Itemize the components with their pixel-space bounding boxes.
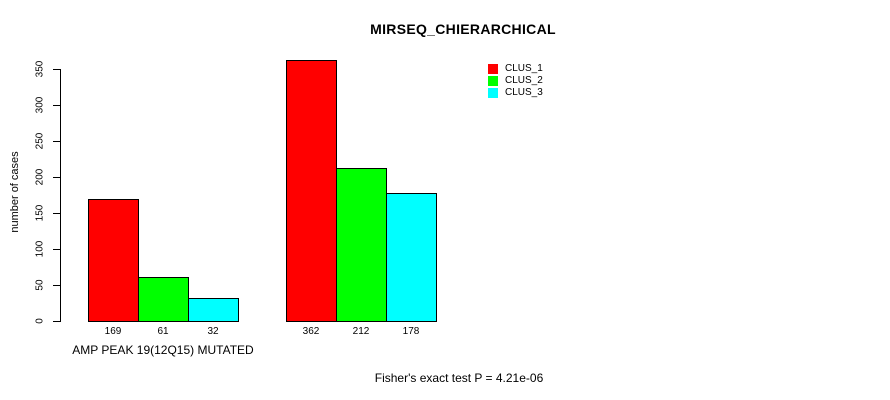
bar-clus_3-group2 [386,193,437,322]
y-axis-label: number of cases [9,151,21,233]
y-tick-mark [53,213,60,214]
y-tick-mark [53,105,60,106]
legend-swatch-clus_2 [488,76,498,86]
bar-clus_2-group1 [138,277,189,322]
y-tick-label: 50 [34,279,46,291]
legend-swatch-clus_3 [488,88,498,98]
bar-clus_1-group2 [286,60,337,322]
legend-item-clus_1: CLUS_1 [488,63,543,75]
bar-clus_2-group2 [336,168,387,322]
annotation-fisher-test: Fisher's exact test P = 4.21e-06 [374,371,544,385]
bar-value-label: 362 [302,326,320,337]
bar-value-label: 61 [157,326,169,337]
y-tick-label: 100 [34,240,46,258]
y-tick-label: 150 [34,204,46,222]
bar-value-label: 178 [402,326,420,337]
y-tick-mark [53,177,60,178]
y-tick-mark [53,321,60,322]
bar-clus_3-group1 [188,298,239,322]
legend-item-clus_2: CLUS_2 [488,75,543,87]
legend: CLUS_1 CLUS_2 CLUS_3 [488,63,543,99]
y-tick-label: 200 [34,168,46,186]
bar-value-label: 169 [104,326,122,337]
legend-swatch-clus_1 [488,64,498,74]
y-tick-mark [53,69,60,70]
y-axis-line [60,69,61,322]
y-tick-label: 300 [34,96,46,114]
y-tick-label: 0 [34,318,46,324]
y-tick-label: 350 [34,60,46,78]
bar-value-label: 32 [207,326,219,337]
group-label: AMP PEAK 19(12Q15) MUTATED [72,343,254,357]
bar-value-label: 212 [352,326,370,337]
legend-label: CLUS_2 [505,75,543,86]
y-tick-mark [53,141,60,142]
legend-label: CLUS_1 [505,63,543,74]
bar-clus_1-group1 [88,199,139,322]
legend-label: CLUS_3 [505,87,543,98]
chart-title: MIRSEQ_CHIERARCHICAL [370,21,556,37]
y-tick-mark [53,285,60,286]
y-tick-mark [53,249,60,250]
y-tick-label: 250 [34,132,46,150]
legend-item-clus_3: CLUS_3 [488,87,543,99]
